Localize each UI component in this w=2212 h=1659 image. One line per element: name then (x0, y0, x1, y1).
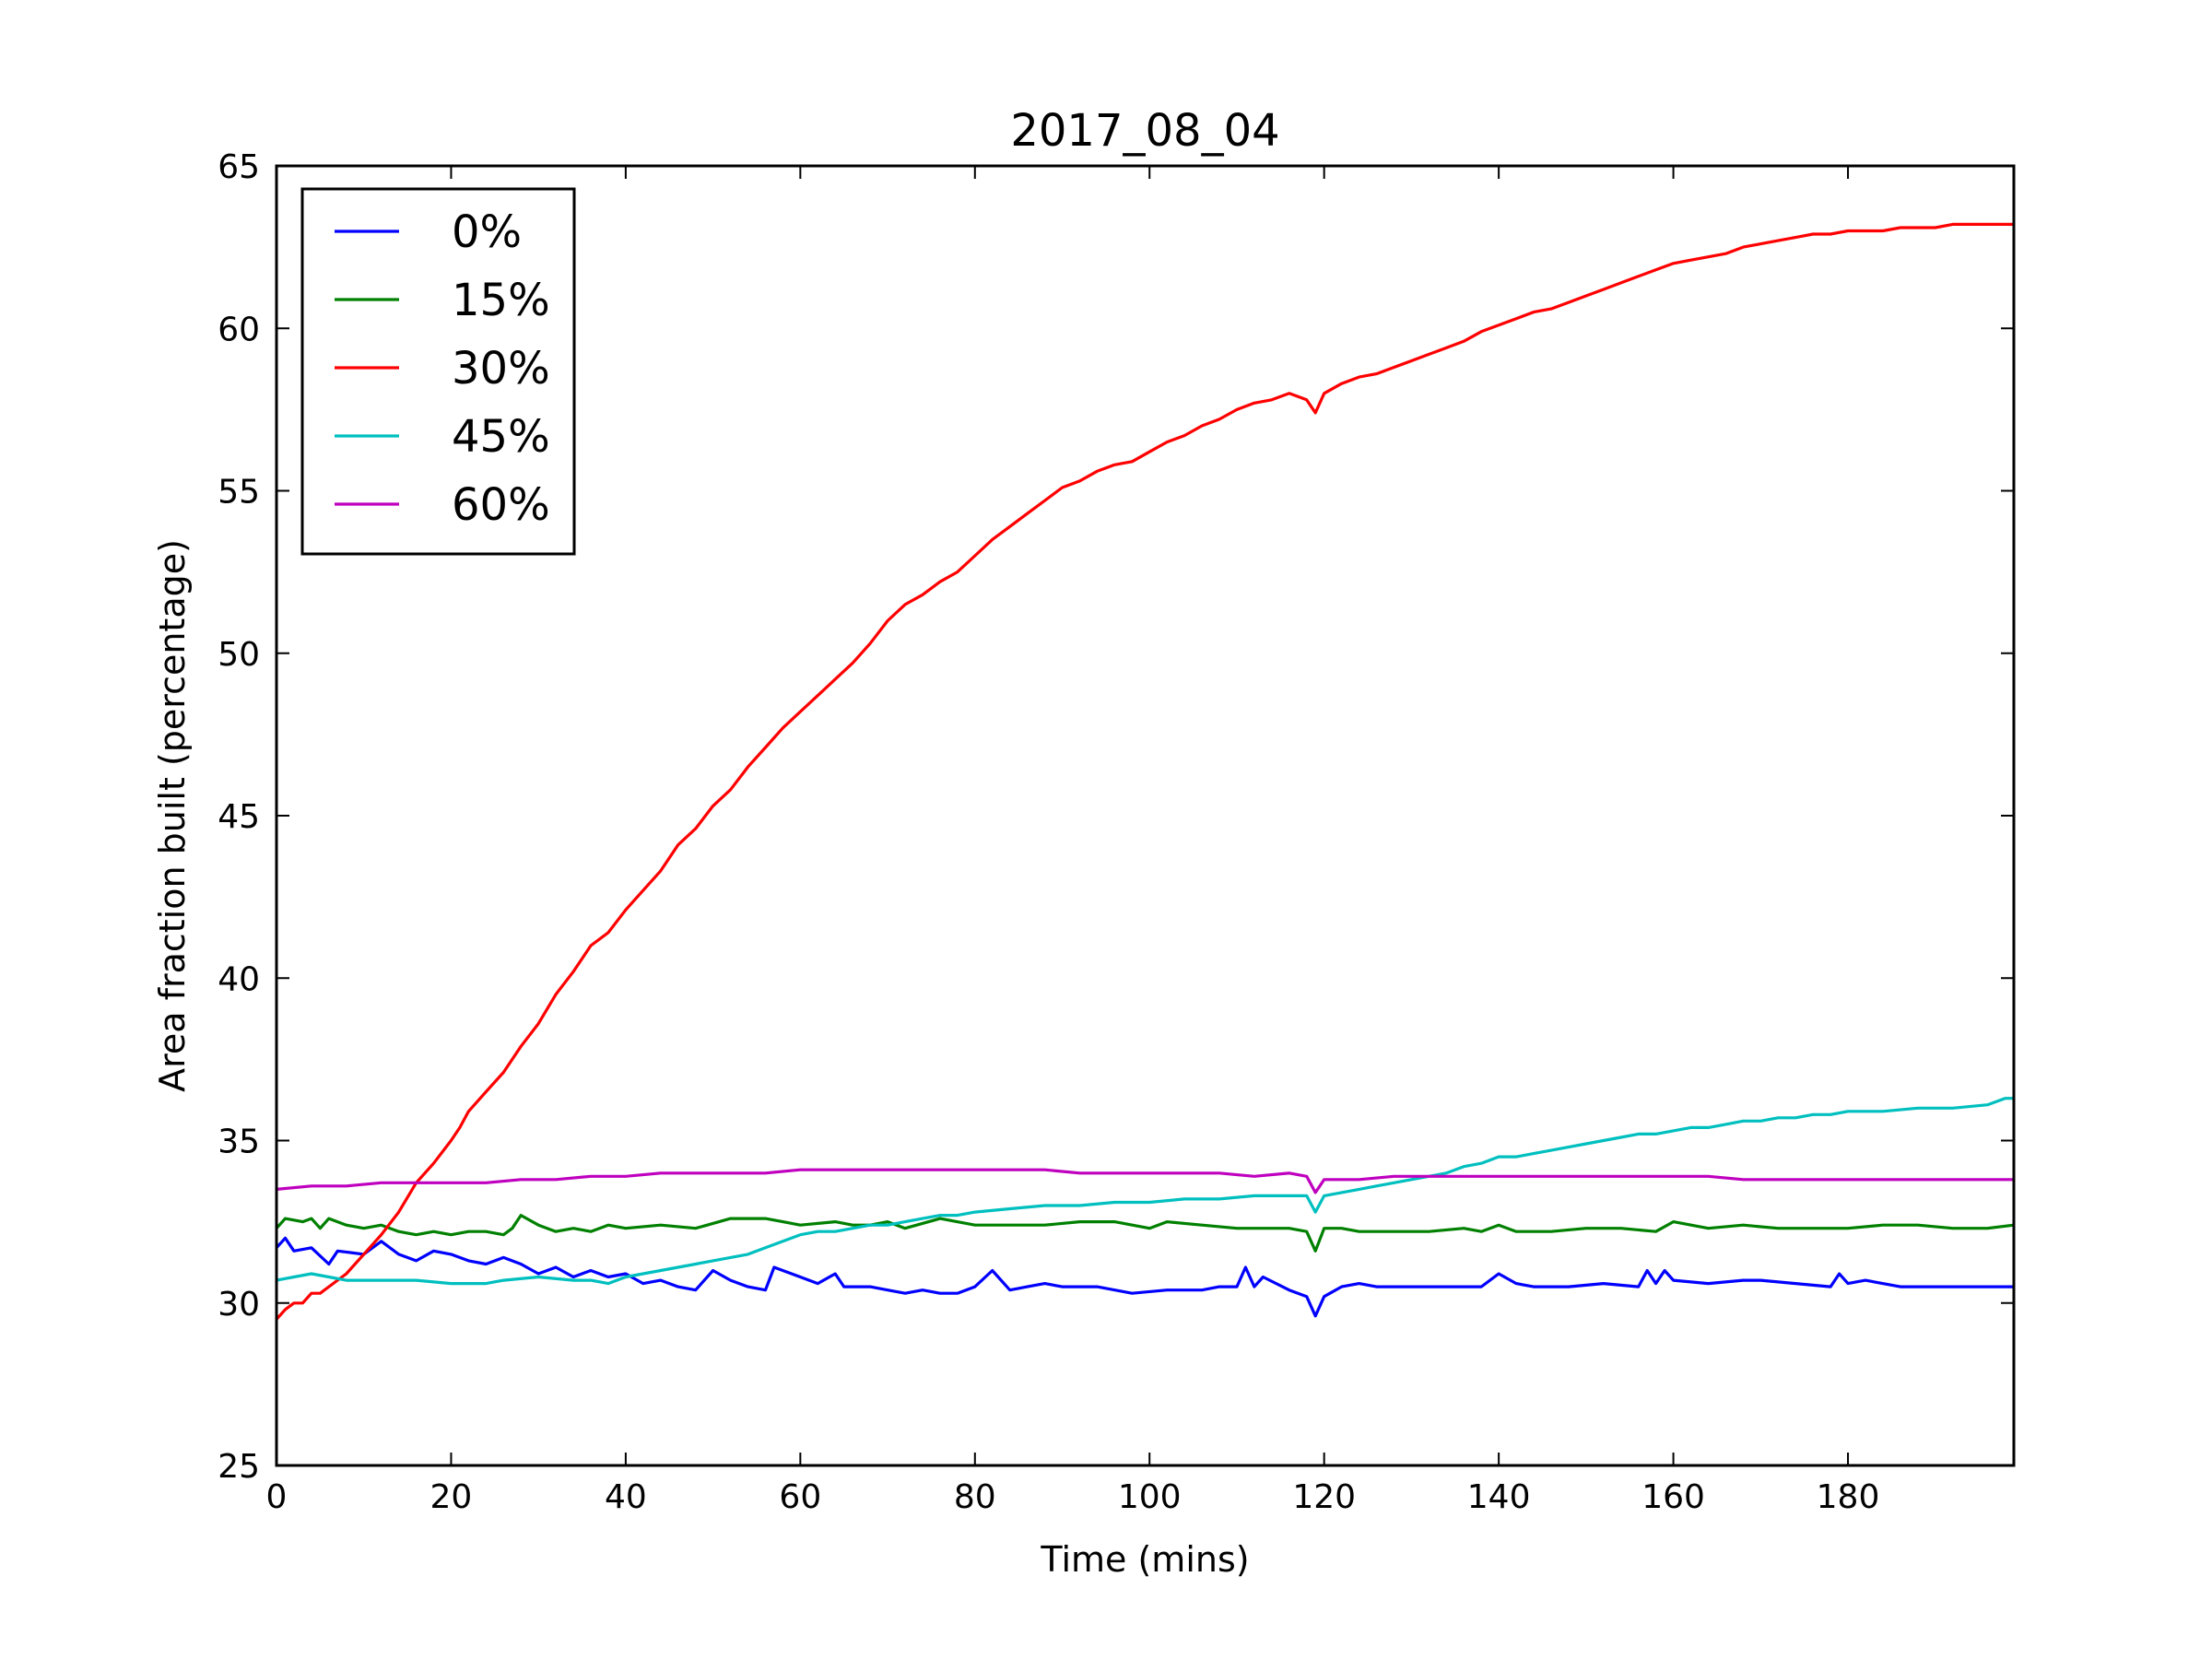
y-tick-label: 45 (218, 798, 260, 836)
series-line-3 (276, 1097, 2014, 1286)
x-tick-label: 140 (1467, 1478, 1531, 1516)
y-tick-label: 40 (218, 960, 260, 998)
series-line-1 (275, 1214, 2015, 1253)
x-tick-label: 0 (266, 1478, 288, 1516)
x-axis-label: Time (mins) (1040, 1539, 1249, 1580)
y-axis-label: Area fraction built (percentage) (152, 539, 193, 1092)
x-tick-label: 60 (779, 1478, 821, 1516)
y-tick-label: 30 (218, 1286, 260, 1324)
series-line-2 (275, 222, 2014, 1321)
x-tick-label: 160 (1641, 1478, 1705, 1516)
y-tick-label: 55 (218, 474, 260, 512)
y-tick-label: 50 (218, 636, 260, 674)
x-tick-label: 180 (1817, 1478, 1880, 1516)
legend-label-2: 30% (452, 343, 550, 394)
x-tick-label: 100 (1118, 1478, 1182, 1516)
legend-label-3: 45% (452, 411, 550, 463)
tick-layer: 0 20 40 60 80 100 120 140 160 180 25 30 35 40 45 50 55 60… (218, 148, 2014, 1516)
legend-box (300, 187, 576, 556)
y-tick-label: 25 (218, 1448, 260, 1486)
plot-frame (275, 164, 2016, 1467)
legend-label-1: 15% (452, 275, 550, 326)
legend-label-4: 60% (452, 479, 550, 531)
y-tick-label: 35 (218, 1124, 260, 1161)
x-tick-label: 80 (954, 1478, 996, 1516)
series-line-4 (276, 1168, 2014, 1194)
y-tick-label: 60 (218, 311, 260, 348)
chart-title: 2017_08_04 (1010, 105, 1279, 157)
legend: 0% 15% 30% 45% 60% (300, 187, 576, 556)
x-tick-label: 20 (430, 1478, 473, 1516)
x-tick-label: 40 (605, 1478, 647, 1516)
series-layer (275, 222, 2015, 1321)
series-line-0 (275, 1236, 2014, 1318)
legend-label-0: 0% (452, 206, 522, 258)
x-tick-label: 120 (1292, 1478, 1356, 1516)
y-tick-label: 65 (218, 148, 260, 186)
